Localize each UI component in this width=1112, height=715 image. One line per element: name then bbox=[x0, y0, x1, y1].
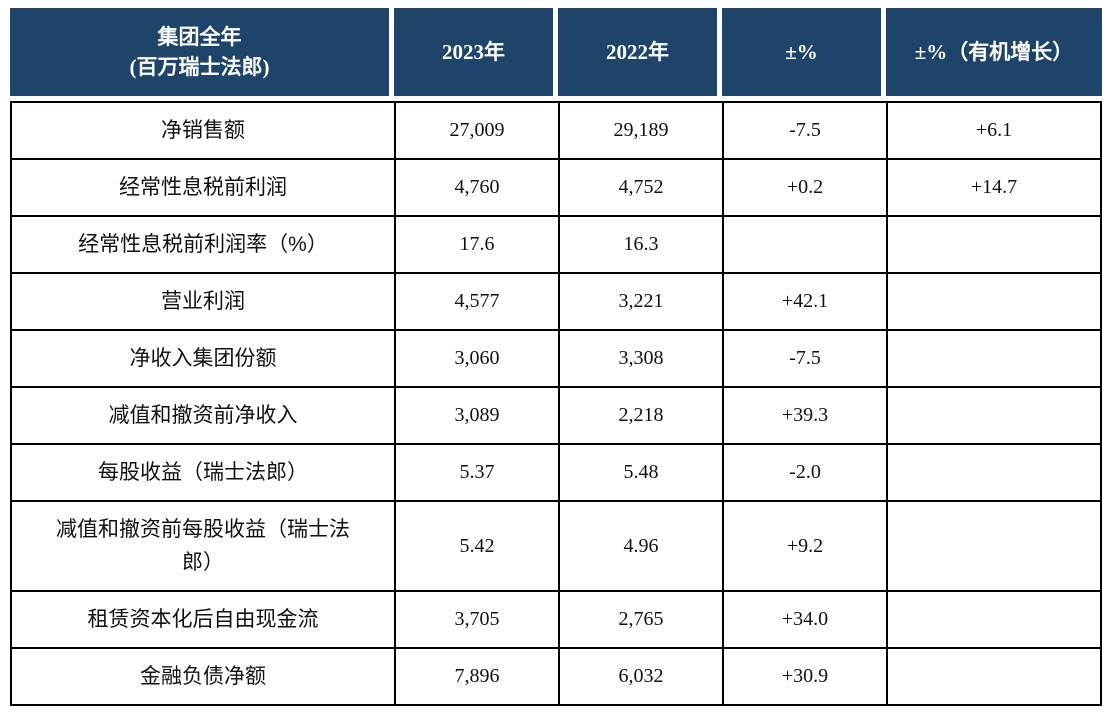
organic-pct-change bbox=[886, 329, 1102, 386]
value-2022: 4.96 bbox=[558, 500, 722, 590]
header-pct-change: ±% bbox=[722, 8, 886, 101]
table-row: 减值和撤资前净收入 3,089 2,218 +39.3 bbox=[10, 386, 1102, 443]
value-2022: 29,189 bbox=[558, 101, 722, 158]
organic-pct-change: +14.7 bbox=[886, 158, 1102, 215]
organic-pct-change bbox=[886, 215, 1102, 272]
value-2022: 6,032 bbox=[558, 647, 722, 706]
value-2022: 5.48 bbox=[558, 443, 722, 500]
value-2023: 3,705 bbox=[394, 590, 558, 647]
organic-pct-change: +6.1 bbox=[886, 101, 1102, 158]
pct-change: +34.0 bbox=[722, 590, 886, 647]
row-label: 减值和撤资前每股收益（瑞士法 郎） bbox=[10, 500, 394, 590]
table-row: 净销售额 27,009 29,189 -7.5 +6.1 bbox=[10, 101, 1102, 158]
value-2022: 3,308 bbox=[558, 329, 722, 386]
row-label: 经常性息税前利润率（%） bbox=[10, 215, 394, 272]
value-2023: 3,060 bbox=[394, 329, 558, 386]
table-row: 经常性息税前利润率（%） 17.6 16.3 bbox=[10, 215, 1102, 272]
header-pct-change-organic: ±%（有机增长） bbox=[886, 8, 1102, 101]
table-row: 营业利润 4,577 3,221 +42.1 bbox=[10, 272, 1102, 329]
value-2022: 2,218 bbox=[558, 386, 722, 443]
pct-change: +39.3 bbox=[722, 386, 886, 443]
table-row: 每股收益（瑞士法郎） 5.37 5.48 -2.0 bbox=[10, 443, 1102, 500]
row-label: 经常性息税前利润 bbox=[10, 158, 394, 215]
value-2023: 3,089 bbox=[394, 386, 558, 443]
organic-pct-change bbox=[886, 443, 1102, 500]
value-2022: 2,765 bbox=[558, 590, 722, 647]
pct-change: +42.1 bbox=[722, 272, 886, 329]
value-2022: 16.3 bbox=[558, 215, 722, 272]
row-label: 租赁资本化后自由现金流 bbox=[10, 590, 394, 647]
value-2023: 5.37 bbox=[394, 443, 558, 500]
pct-change: +9.2 bbox=[722, 500, 886, 590]
pct-change: -7.5 bbox=[722, 101, 886, 158]
table-row: 经常性息税前利润 4,760 4,752 +0.2 +14.7 bbox=[10, 158, 1102, 215]
header-2022: 2022年 bbox=[558, 8, 722, 101]
organic-pct-change bbox=[886, 386, 1102, 443]
header-group-full-year: 集团全年 (百万瑞士法郎) bbox=[10, 8, 394, 101]
value-2023: 7,896 bbox=[394, 647, 558, 706]
value-2023: 27,009 bbox=[394, 101, 558, 158]
pct-change bbox=[722, 215, 886, 272]
value-2023: 4,760 bbox=[394, 158, 558, 215]
header-row: 集团全年 (百万瑞士法郎) 2023年 2022年 ±% ±%（有机增长） bbox=[10, 8, 1102, 101]
value-2023: 4,577 bbox=[394, 272, 558, 329]
organic-pct-change bbox=[886, 500, 1102, 590]
row-label: 金融负债净额 bbox=[10, 647, 394, 706]
pct-change: +0.2 bbox=[722, 158, 886, 215]
header-2023: 2023年 bbox=[394, 8, 558, 101]
row-label: 每股收益（瑞士法郎） bbox=[10, 443, 394, 500]
financial-results-table: 集团全年 (百万瑞士法郎) 2023年 2022年 ±% ±%（有机增长） 净销… bbox=[10, 8, 1102, 706]
table-row: 减值和撤资前每股收益（瑞士法 郎） 5.42 4.96 +9.2 bbox=[10, 500, 1102, 590]
table-row: 净收入集团份额 3,060 3,308 -7.5 bbox=[10, 329, 1102, 386]
row-label: 营业利润 bbox=[10, 272, 394, 329]
pct-change: -7.5 bbox=[722, 329, 886, 386]
row-label: 减值和撤资前净收入 bbox=[10, 386, 394, 443]
value-2023: 17.6 bbox=[394, 215, 558, 272]
row-label: 净销售额 bbox=[10, 101, 394, 158]
value-2022: 3,221 bbox=[558, 272, 722, 329]
table-row: 金融负债净额 7,896 6,032 +30.9 bbox=[10, 647, 1102, 706]
row-label: 净收入集团份额 bbox=[10, 329, 394, 386]
organic-pct-change bbox=[886, 647, 1102, 706]
organic-pct-change bbox=[886, 590, 1102, 647]
table-body: 净销售额 27,009 29,189 -7.5 +6.1 经常性息税前利润 4,… bbox=[10, 101, 1102, 706]
pct-change: -2.0 bbox=[722, 443, 886, 500]
pct-change: +30.9 bbox=[722, 647, 886, 706]
value-2023: 5.42 bbox=[394, 500, 558, 590]
table-row: 租赁资本化后自由现金流 3,705 2,765 +34.0 bbox=[10, 590, 1102, 647]
table-header: 集团全年 (百万瑞士法郎) 2023年 2022年 ±% ±%（有机增长） bbox=[10, 8, 1102, 101]
value-2022: 4,752 bbox=[558, 158, 722, 215]
organic-pct-change bbox=[886, 272, 1102, 329]
